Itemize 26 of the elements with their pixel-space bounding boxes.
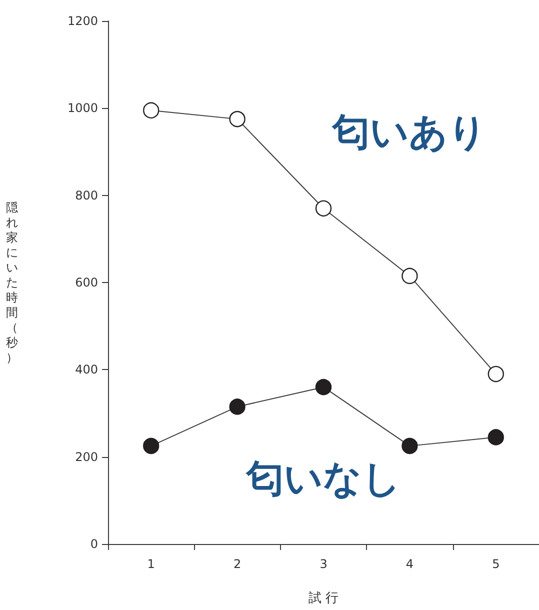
point: [143, 438, 160, 454]
x-tick-label: 3: [320, 557, 328, 571]
text: 隠れ家にいた時間（秒）: [6, 200, 18, 364]
y-tick-label: 0: [90, 537, 98, 551]
x-tick-label: 1: [147, 557, 155, 571]
y-tick-label: 1000: [67, 101, 98, 116]
series-label: 匂いあり: [331, 110, 488, 154]
point: [229, 110, 246, 128]
point: [315, 379, 332, 396]
y-tick-label: 1200: [67, 14, 98, 28]
x-tick-label: 2: [233, 557, 242, 571]
point: [315, 200, 332, 217]
point: [488, 429, 504, 446]
x-tick-label: 4: [406, 557, 414, 571]
y-tick-label: 200: [75, 450, 98, 464]
y-tick-label: 800: [75, 188, 98, 202]
x-axis-title: 試 行: [308, 591, 339, 606]
x-tick-label: 5: [492, 557, 500, 571]
y-tick-label: 400: [75, 362, 98, 377]
point: [143, 102, 160, 118]
y-tick-label: 600: [75, 276, 98, 290]
series-label: 匂いなし: [245, 456, 401, 501]
point: [229, 398, 246, 415]
point: [488, 366, 504, 382]
point: [402, 268, 418, 284]
point: [402, 438, 418, 454]
